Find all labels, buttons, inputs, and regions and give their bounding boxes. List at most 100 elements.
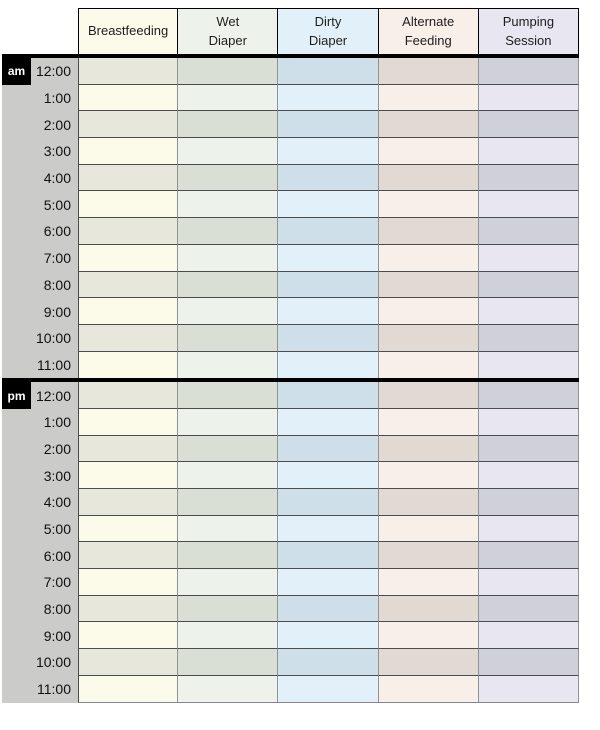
log-cell-wet-diaper[interactable] <box>178 649 279 676</box>
log-cell-pumping-session[interactable] <box>478 595 579 623</box>
log-cell-dirty-diaper[interactable] <box>278 675 379 703</box>
log-cell-alternate-feeding[interactable] <box>378 675 479 703</box>
log-cell-alternate-feeding[interactable] <box>378 84 479 112</box>
log-cell-alternate-feeding[interactable] <box>378 138 479 165</box>
log-cell-alternate-feeding[interactable] <box>378 382 479 409</box>
log-cell-dirty-diaper[interactable] <box>278 382 379 409</box>
log-cell-dirty-diaper[interactable] <box>278 489 379 516</box>
log-cell-alternate-feeding[interactable] <box>378 218 479 245</box>
log-cell-dirty-diaper[interactable] <box>278 542 379 570</box>
log-cell-wet-diaper[interactable] <box>178 542 279 570</box>
log-cell-dirty-diaper[interactable] <box>278 622 379 650</box>
log-cell-breastfeeding[interactable] <box>78 138 179 165</box>
log-cell-wet-diaper[interactable] <box>178 111 279 139</box>
log-cell-breastfeeding[interactable] <box>78 569 179 596</box>
log-cell-breastfeeding[interactable] <box>78 382 179 409</box>
log-cell-alternate-feeding[interactable] <box>378 244 479 272</box>
log-cell-wet-diaper[interactable] <box>178 622 279 650</box>
log-cell-alternate-feeding[interactable] <box>378 489 479 516</box>
log-cell-alternate-feeding[interactable] <box>378 408 479 436</box>
log-cell-alternate-feeding[interactable] <box>378 622 479 650</box>
log-cell-wet-diaper[interactable] <box>178 244 279 272</box>
log-cell-wet-diaper[interactable] <box>178 191 279 219</box>
log-cell-breastfeeding[interactable] <box>78 351 179 379</box>
log-cell-pumping-session[interactable] <box>478 58 579 85</box>
log-cell-breastfeeding[interactable] <box>78 111 179 139</box>
log-cell-wet-diaper[interactable] <box>178 462 279 489</box>
log-cell-breastfeeding[interactable] <box>78 164 179 192</box>
log-cell-breastfeeding[interactable] <box>78 218 179 245</box>
log-cell-dirty-diaper[interactable] <box>278 271 379 299</box>
log-cell-wet-diaper[interactable] <box>178 435 279 463</box>
log-cell-wet-diaper[interactable] <box>178 382 279 409</box>
log-cell-breastfeeding[interactable] <box>78 489 179 516</box>
log-cell-breastfeeding[interactable] <box>78 675 179 703</box>
log-cell-dirty-diaper[interactable] <box>278 515 379 543</box>
log-cell-breastfeeding[interactable] <box>78 622 179 650</box>
log-cell-pumping-session[interactable] <box>478 164 579 192</box>
log-cell-alternate-feeding[interactable] <box>378 435 479 463</box>
log-cell-pumping-session[interactable] <box>478 435 579 463</box>
log-cell-pumping-session[interactable] <box>478 569 579 596</box>
log-cell-pumping-session[interactable] <box>478 382 579 409</box>
log-cell-wet-diaper[interactable] <box>178 675 279 703</box>
log-cell-alternate-feeding[interactable] <box>378 191 479 219</box>
log-cell-dirty-diaper[interactable] <box>278 138 379 165</box>
log-cell-alternate-feeding[interactable] <box>378 271 479 299</box>
log-cell-alternate-feeding[interactable] <box>378 542 479 570</box>
log-cell-wet-diaper[interactable] <box>178 84 279 112</box>
log-cell-dirty-diaper[interactable] <box>278 351 379 379</box>
log-cell-dirty-diaper[interactable] <box>278 435 379 463</box>
log-cell-dirty-diaper[interactable] <box>278 84 379 112</box>
log-cell-dirty-diaper[interactable] <box>278 244 379 272</box>
log-cell-dirty-diaper[interactable] <box>278 569 379 596</box>
log-cell-dirty-diaper[interactable] <box>278 58 379 85</box>
log-cell-breastfeeding[interactable] <box>78 324 179 352</box>
log-cell-dirty-diaper[interactable] <box>278 324 379 352</box>
log-cell-breastfeeding[interactable] <box>78 595 179 623</box>
log-cell-breastfeeding[interactable] <box>78 271 179 299</box>
log-cell-alternate-feeding[interactable] <box>378 111 479 139</box>
log-cell-alternate-feeding[interactable] <box>378 462 479 489</box>
log-cell-dirty-diaper[interactable] <box>278 191 379 219</box>
log-cell-alternate-feeding[interactable] <box>378 649 479 676</box>
log-cell-dirty-diaper[interactable] <box>278 649 379 676</box>
log-cell-alternate-feeding[interactable] <box>378 58 479 85</box>
log-cell-wet-diaper[interactable] <box>178 515 279 543</box>
log-cell-alternate-feeding[interactable] <box>378 351 479 379</box>
log-cell-pumping-session[interactable] <box>478 84 579 112</box>
log-cell-alternate-feeding[interactable] <box>378 569 479 596</box>
log-cell-pumping-session[interactable] <box>478 542 579 570</box>
log-cell-dirty-diaper[interactable] <box>278 111 379 139</box>
log-cell-wet-diaper[interactable] <box>178 58 279 85</box>
log-cell-breastfeeding[interactable] <box>78 515 179 543</box>
log-cell-breastfeeding[interactable] <box>78 191 179 219</box>
log-cell-dirty-diaper[interactable] <box>278 462 379 489</box>
log-cell-pumping-session[interactable] <box>478 351 579 379</box>
log-cell-pumping-session[interactable] <box>478 111 579 139</box>
log-cell-pumping-session[interactable] <box>478 218 579 245</box>
log-cell-dirty-diaper[interactable] <box>278 218 379 245</box>
log-cell-dirty-diaper[interactable] <box>278 595 379 623</box>
log-cell-alternate-feeding[interactable] <box>378 324 479 352</box>
log-cell-pumping-session[interactable] <box>478 324 579 352</box>
log-cell-breastfeeding[interactable] <box>78 435 179 463</box>
log-cell-wet-diaper[interactable] <box>178 138 279 165</box>
log-cell-breastfeeding[interactable] <box>78 408 179 436</box>
log-cell-dirty-diaper[interactable] <box>278 408 379 436</box>
log-cell-pumping-session[interactable] <box>478 408 579 436</box>
log-cell-breastfeeding[interactable] <box>78 58 179 85</box>
log-cell-breastfeeding[interactable] <box>78 244 179 272</box>
log-cell-wet-diaper[interactable] <box>178 271 279 299</box>
log-cell-alternate-feeding[interactable] <box>378 515 479 543</box>
log-cell-dirty-diaper[interactable] <box>278 164 379 192</box>
log-cell-breastfeeding[interactable] <box>78 298 179 325</box>
log-cell-wet-diaper[interactable] <box>178 164 279 192</box>
log-cell-pumping-session[interactable] <box>478 515 579 543</box>
log-cell-pumping-session[interactable] <box>478 138 579 165</box>
log-cell-breastfeeding[interactable] <box>78 649 179 676</box>
log-cell-pumping-session[interactable] <box>478 675 579 703</box>
log-cell-pumping-session[interactable] <box>478 622 579 650</box>
log-cell-wet-diaper[interactable] <box>178 218 279 245</box>
log-cell-breastfeeding[interactable] <box>78 84 179 112</box>
